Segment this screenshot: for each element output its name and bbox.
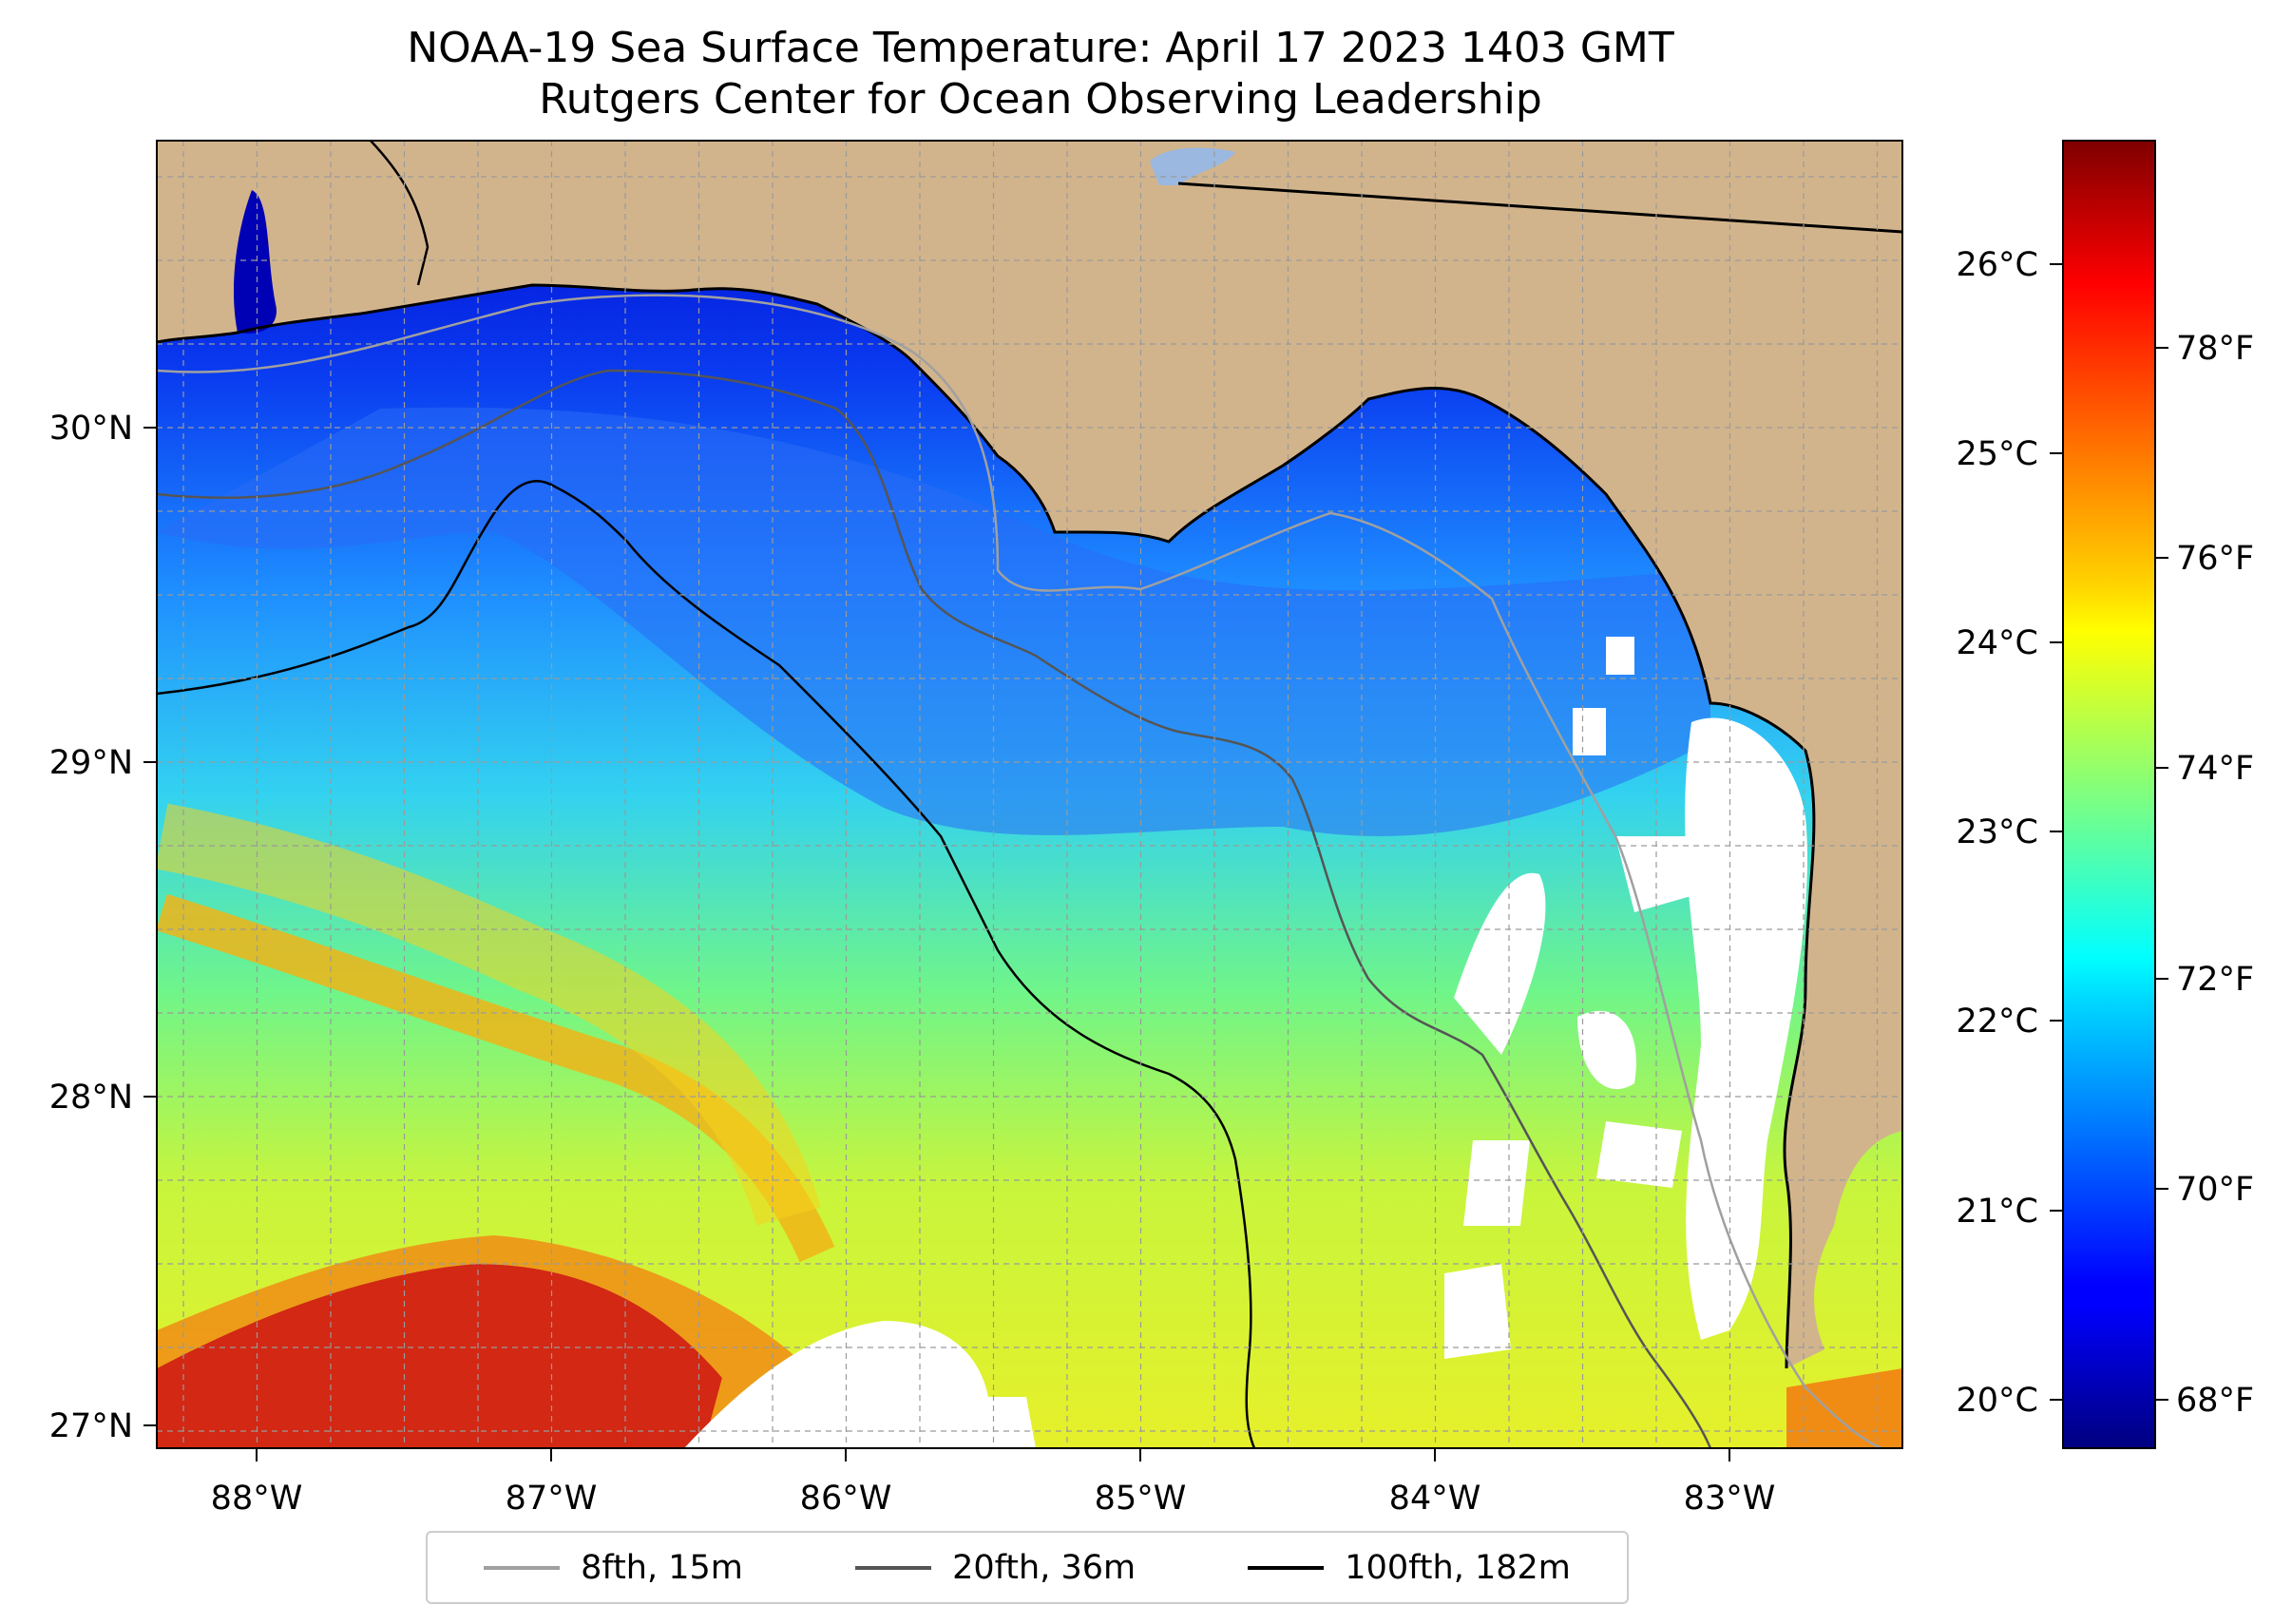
fahrenheit-tick-label: 76°F <box>2176 540 2254 578</box>
fahrenheit-tick-label: 68°F <box>2176 1382 2254 1420</box>
lon-tick-label: 87°W <box>506 1480 598 1518</box>
celsius-tick-label: 25°C <box>1957 435 2038 473</box>
lon-tick-label: 85°W <box>1095 1480 1187 1518</box>
colorbar-celsius-axis: 26°C 25°C 24°C 23°C 22°C 21°C 20°C <box>1957 246 2063 1420</box>
map-gridlines <box>157 141 1902 1448</box>
fahrenheit-tick-label: 70°F <box>2176 1171 2254 1209</box>
cool-shelf-water <box>157 407 1710 836</box>
legend-label: 100fth, 182m <box>1345 1548 1571 1587</box>
legend-item: 100fth, 182m <box>1248 1549 1571 1587</box>
celsius-tick-label: 21°C <box>1957 1193 2038 1231</box>
lon-tick-label: 84°W <box>1389 1480 1481 1518</box>
lat-tick-label: 29°N <box>49 744 133 782</box>
celsius-tick-label: 24°C <box>1957 624 2038 662</box>
lon-tick-label: 86°W <box>800 1480 892 1518</box>
isobath-legend: 8fth, 15m 20fth, 36m 100fth, 182m <box>426 1531 1629 1604</box>
legend-label: 20fth, 36m <box>952 1548 1136 1587</box>
legend-label: 8fth, 15m <box>581 1548 743 1587</box>
legend-line-swatch <box>855 1565 932 1570</box>
colorbar <box>2062 140 2156 1449</box>
lon-tick-label: 83°W <box>1684 1480 1776 1518</box>
lon-tick-label: 88°W <box>211 1480 303 1518</box>
land-shading <box>157 141 1902 1368</box>
celsius-tick-label: 23°C <box>1957 813 2038 851</box>
coastline <box>157 283 1816 1369</box>
state-border <box>1177 182 1902 234</box>
isobath-182m <box>157 480 1256 1448</box>
mobile-bay <box>233 190 277 334</box>
warm-south-fringe <box>157 1235 798 1448</box>
latitude-axis: 30°N 29°N 28°N 27°N <box>49 410 157 1445</box>
lat-tick-label: 27°N <box>49 1407 133 1445</box>
cloud-mask-east <box>1444 637 1807 1359</box>
warm-south-core <box>157 1264 722 1448</box>
legend-line-swatch <box>1248 1565 1325 1570</box>
celsius-tick-label: 20°C <box>1957 1382 2038 1420</box>
map-subtitle: Rutgers Center for Ocean Observing Leade… <box>539 75 1542 124</box>
legend-line-swatch <box>484 1565 561 1570</box>
celsius-tick-label: 22°C <box>1957 1003 2038 1041</box>
map-canvas <box>157 141 1902 1448</box>
state-border-west <box>370 141 430 286</box>
warm-southeast-corner <box>1786 1368 1902 1448</box>
warm-ring-inner <box>157 803 821 1227</box>
map-title: NOAA-19 Sea Surface Temperature: April 1… <box>407 24 1674 72</box>
lake-feature <box>1150 147 1235 185</box>
fahrenheit-tick-label: 74°F <box>2176 750 2254 788</box>
longitude-axis: 88°W 87°W 86°W 85°W 84°W 83°W <box>211 1448 1776 1518</box>
map-frame <box>156 140 1903 1449</box>
fahrenheit-tick-label: 78°F <box>2176 330 2254 368</box>
lat-tick-label: 28°N <box>49 1079 133 1117</box>
legend-item: 8fth, 15m <box>484 1549 743 1587</box>
colorbar-fahrenheit-axis: 78°F 76°F 74°F 72°F 70°F 68°F <box>2155 330 2254 1420</box>
fahrenheit-tick-label: 72°F <box>2176 961 2254 999</box>
lat-tick-label: 30°N <box>49 410 133 448</box>
celsius-tick-label: 26°C <box>1957 246 2038 284</box>
legend-item: 20fth, 36m <box>855 1549 1136 1587</box>
